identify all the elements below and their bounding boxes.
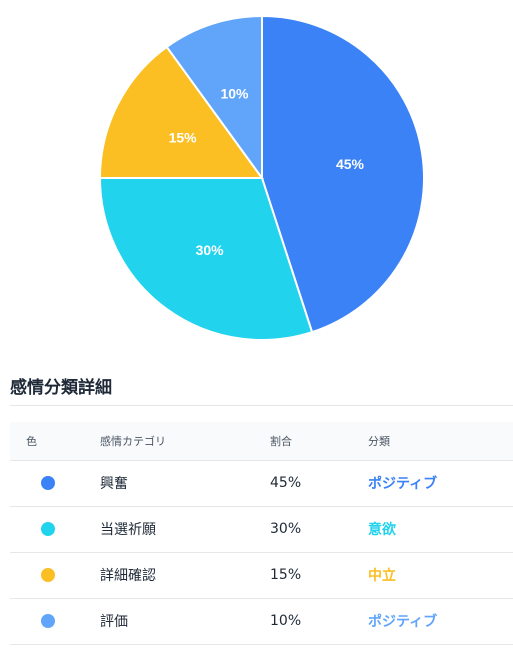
table-row: 興奮 45% ポジティブ xyxy=(10,460,513,507)
classification-cell: 中立 xyxy=(368,552,513,599)
color-dot xyxy=(41,522,55,536)
classification-cell: ポジティブ xyxy=(368,460,513,507)
pie-slice-2 xyxy=(98,45,264,179)
color-dot xyxy=(41,568,55,582)
pie-slice-label-1: 30% xyxy=(196,242,225,258)
ratio-cell: 45% xyxy=(270,460,368,507)
emotion-cell: 詳細確認 xyxy=(100,552,270,599)
color-dot xyxy=(41,614,55,628)
emotion-cell: 評価 xyxy=(100,598,270,645)
ratio-cell: 15% xyxy=(270,552,368,599)
header-color: 色 xyxy=(10,422,100,461)
table-row: 詳細確認 15% 中立 xyxy=(10,552,513,599)
pie-chart: 45% 30% 15% 10% xyxy=(98,14,425,341)
table-row: 評価 10% ポジティブ xyxy=(10,598,513,645)
emotion-cell: 興奮 xyxy=(100,460,270,507)
pie-chart-svg: 45% 30% 15% 10% xyxy=(98,14,425,341)
pie-slice-3 xyxy=(165,14,263,182)
classification-cell: 意欲 xyxy=(368,506,513,553)
classification-cell: ポジティブ xyxy=(368,598,513,645)
pie-slice-label-2: 15% xyxy=(169,130,198,146)
section-title: 感情分類詳細 xyxy=(10,378,112,398)
emotion-detail-table: 色 感情カテゴリ 割合 分類 興奮 45% ポジティブ 当選祈願 30% 意欲 … xyxy=(10,422,513,645)
title-divider xyxy=(10,405,513,406)
pie-slice-1 xyxy=(98,177,314,341)
ratio-cell: 10% xyxy=(270,598,368,645)
table-header-row: 色 感情カテゴリ 割合 分類 xyxy=(10,422,513,461)
color-dot xyxy=(41,476,55,490)
emotion-cell: 当選祈願 xyxy=(100,506,270,553)
ratio-cell: 30% xyxy=(270,506,368,553)
header-emotion: 感情カテゴリ xyxy=(100,422,270,461)
header-ratio: 割合 xyxy=(270,422,368,461)
pie-slice-label-0: 45% xyxy=(336,156,365,172)
header-classification: 分類 xyxy=(368,422,513,461)
pie-slice-0 xyxy=(261,14,425,334)
table-row: 当選祈願 30% 意欲 xyxy=(10,506,513,553)
pie-slice-label-3: 10% xyxy=(220,85,249,101)
